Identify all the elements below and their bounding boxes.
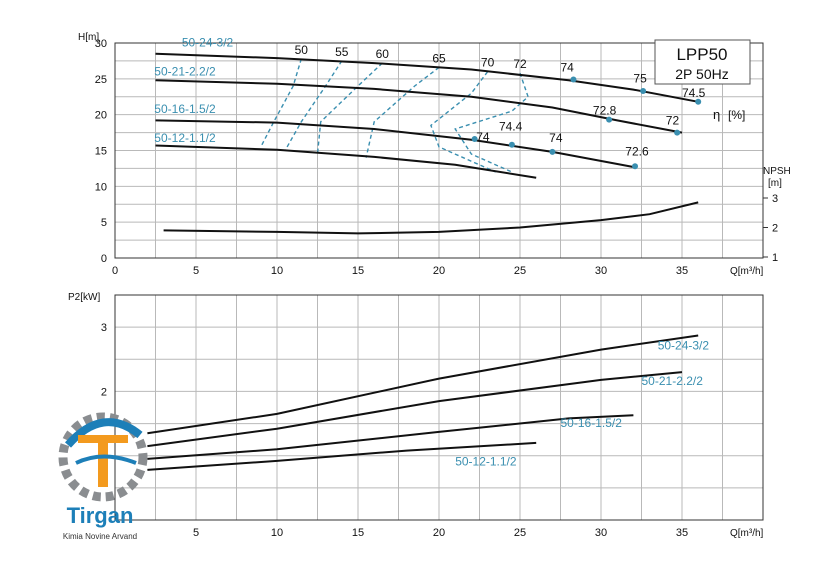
efficiency-contour-65	[365, 66, 440, 158]
efficiency-point	[508, 141, 515, 148]
power-curve-50-24-3/2	[147, 334, 699, 435]
efficiency-point	[549, 148, 556, 155]
efficiency-point-label: 75	[633, 71, 647, 85]
head-curve-50-21-2.2/2	[155, 79, 683, 134]
power-x-tick-label: 20	[433, 527, 445, 539]
logo-wordmark: Tirgan	[67, 503, 134, 528]
head-curve-50-16-1.5/2	[155, 119, 634, 168]
efficiency-point	[632, 163, 639, 170]
npsh-tick-label: 2	[772, 223, 778, 235]
power-y-axis-label: P2[kW]	[68, 292, 100, 303]
efficiency-contour-label: 60	[376, 47, 390, 61]
power-curve-label: 50-12-1.1/2	[455, 454, 517, 468]
model-spec: 2P 50Hz	[675, 66, 728, 82]
efficiency-point-label: 74	[549, 131, 563, 145]
power-curve-label: 50-24-3/2	[658, 339, 710, 353]
head-curve-50-24-3/2	[155, 52, 699, 103]
power-chart-axes: 5101520253035123P2[kW]Q[m³/h]	[68, 292, 764, 539]
head-plot-frame	[114, 42, 764, 259]
logo-tagline: Kimia Novine Arvand	[63, 532, 137, 541]
head-curve-50-12-1.1/2	[155, 144, 537, 179]
efficiency-symbol: η	[713, 107, 720, 122]
power-curve-50-16-1.5/2	[147, 414, 634, 460]
efficiency-contour-label: 72	[513, 57, 527, 71]
head-x-tick-label: 15	[352, 265, 364, 277]
npsh-tick-label: 3	[772, 193, 778, 205]
efficiency-point-label: 74.4	[499, 119, 523, 133]
npsh-axis-unit: [m]	[768, 178, 782, 189]
head-curve-label: 50-24-3/2	[182, 36, 234, 50]
power-x-tick-label: 35	[676, 527, 688, 539]
brand-logo: Tirgan Kimia Novine Arvand	[48, 405, 158, 555]
efficiency-contour-50	[260, 58, 302, 148]
head-x-tick-label: 35	[676, 265, 688, 277]
head-y-axis-label: H[m]	[78, 32, 99, 43]
head-y-tick-label: 5	[101, 217, 107, 229]
chart-marks: 50 55 60 65 70 72 74 75 74.5 72.8 72 74 74.4 74 72.6 η […	[147, 36, 745, 471]
efficiency-point	[606, 116, 613, 123]
efficiency-contour-label: 55	[335, 45, 349, 59]
efficiency-unit: [%]	[728, 108, 745, 122]
power-y-tick-label: 3	[101, 322, 107, 334]
npsh-curve	[163, 201, 699, 235]
head-x-tick-label: 20	[433, 265, 445, 277]
efficiency-contour-label: 50	[295, 43, 309, 57]
power-x-tick-label: 15	[352, 527, 364, 539]
power-x-tick-label: 25	[514, 527, 526, 539]
efficiency-point	[674, 129, 681, 136]
power-curve-label: 50-21-2.2/2	[642, 374, 704, 388]
npsh-tick-label: 1	[772, 252, 778, 264]
power-curve-50-12-1.1/2	[147, 441, 537, 471]
power-x-tick-label: 5	[193, 527, 199, 539]
efficiency-point	[570, 76, 577, 83]
efficiency-contour-60	[316, 62, 383, 155]
model-name: LPP50	[676, 45, 727, 64]
logo-emblem-icon: Tirgan Kimia Novine Arvand	[58, 412, 148, 541]
head-y-tick-label: 15	[95, 146, 107, 158]
efficiency-point-label: 74	[476, 130, 490, 144]
npsh-axis-label: NPSH	[763, 166, 791, 177]
head-y-tick-label: 25	[95, 74, 107, 86]
model-title-box: LPP50 2P 50Hz	[654, 39, 751, 85]
head-x-axis-label: Q[m³/h]	[730, 266, 764, 277]
efficiency-point-label: 72.6	[625, 145, 649, 159]
efficiency-contour-70	[430, 71, 496, 173]
head-x-tick-label: 25	[514, 265, 526, 277]
efficiency-point-label: 74.5	[682, 86, 706, 100]
power-x-tick-label: 30	[595, 527, 607, 539]
power-curve-50-21-2.2/2	[147, 371, 683, 448]
power-chart-grid	[114, 294, 764, 520]
efficiency-contour-72	[454, 72, 529, 173]
head-y-tick-label: 10	[95, 181, 107, 193]
head-y-tick-label: 30	[95, 38, 107, 50]
head-curve-label: 50-16-1.5/2	[154, 102, 216, 116]
head-curve-label: 50-21-2.2/2	[154, 64, 216, 78]
head-curve-label: 50-12-1.1/2	[154, 131, 216, 145]
power-y-tick-label: 2	[101, 386, 107, 398]
power-x-tick-label: 10	[271, 527, 283, 539]
head-chart-axes: 0 5 10 15 20 25 30 35051015202530H[m]Q[m³/h]123…	[78, 32, 791, 277]
efficiency-contour-55	[284, 60, 343, 151]
efficiency-point-label: 72.8	[593, 104, 617, 118]
head-y-tick-label: 0	[101, 253, 107, 265]
efficiency-point-label: 72	[666, 114, 680, 128]
efficiency-contour-label: 70	[481, 56, 495, 70]
efficiency-point	[471, 136, 478, 143]
head-x-tick-label: 30	[595, 265, 607, 277]
head-x-tick-label: 10	[271, 265, 283, 277]
efficiency-point-label: 74	[561, 61, 575, 75]
head-y-tick-label: 20	[95, 110, 107, 122]
efficiency-point	[640, 88, 647, 95]
power-plot-frame	[114, 294, 764, 521]
efficiency-contour-label: 65	[432, 51, 446, 65]
efficiency-point	[695, 98, 702, 105]
power-curve-label: 50-16-1.5/2	[561, 416, 623, 430]
head-x-tick-label: 5	[193, 265, 199, 277]
power-x-axis-label: Q[m³/h]	[730, 528, 764, 539]
head-x-tick-label: 0	[112, 265, 118, 277]
